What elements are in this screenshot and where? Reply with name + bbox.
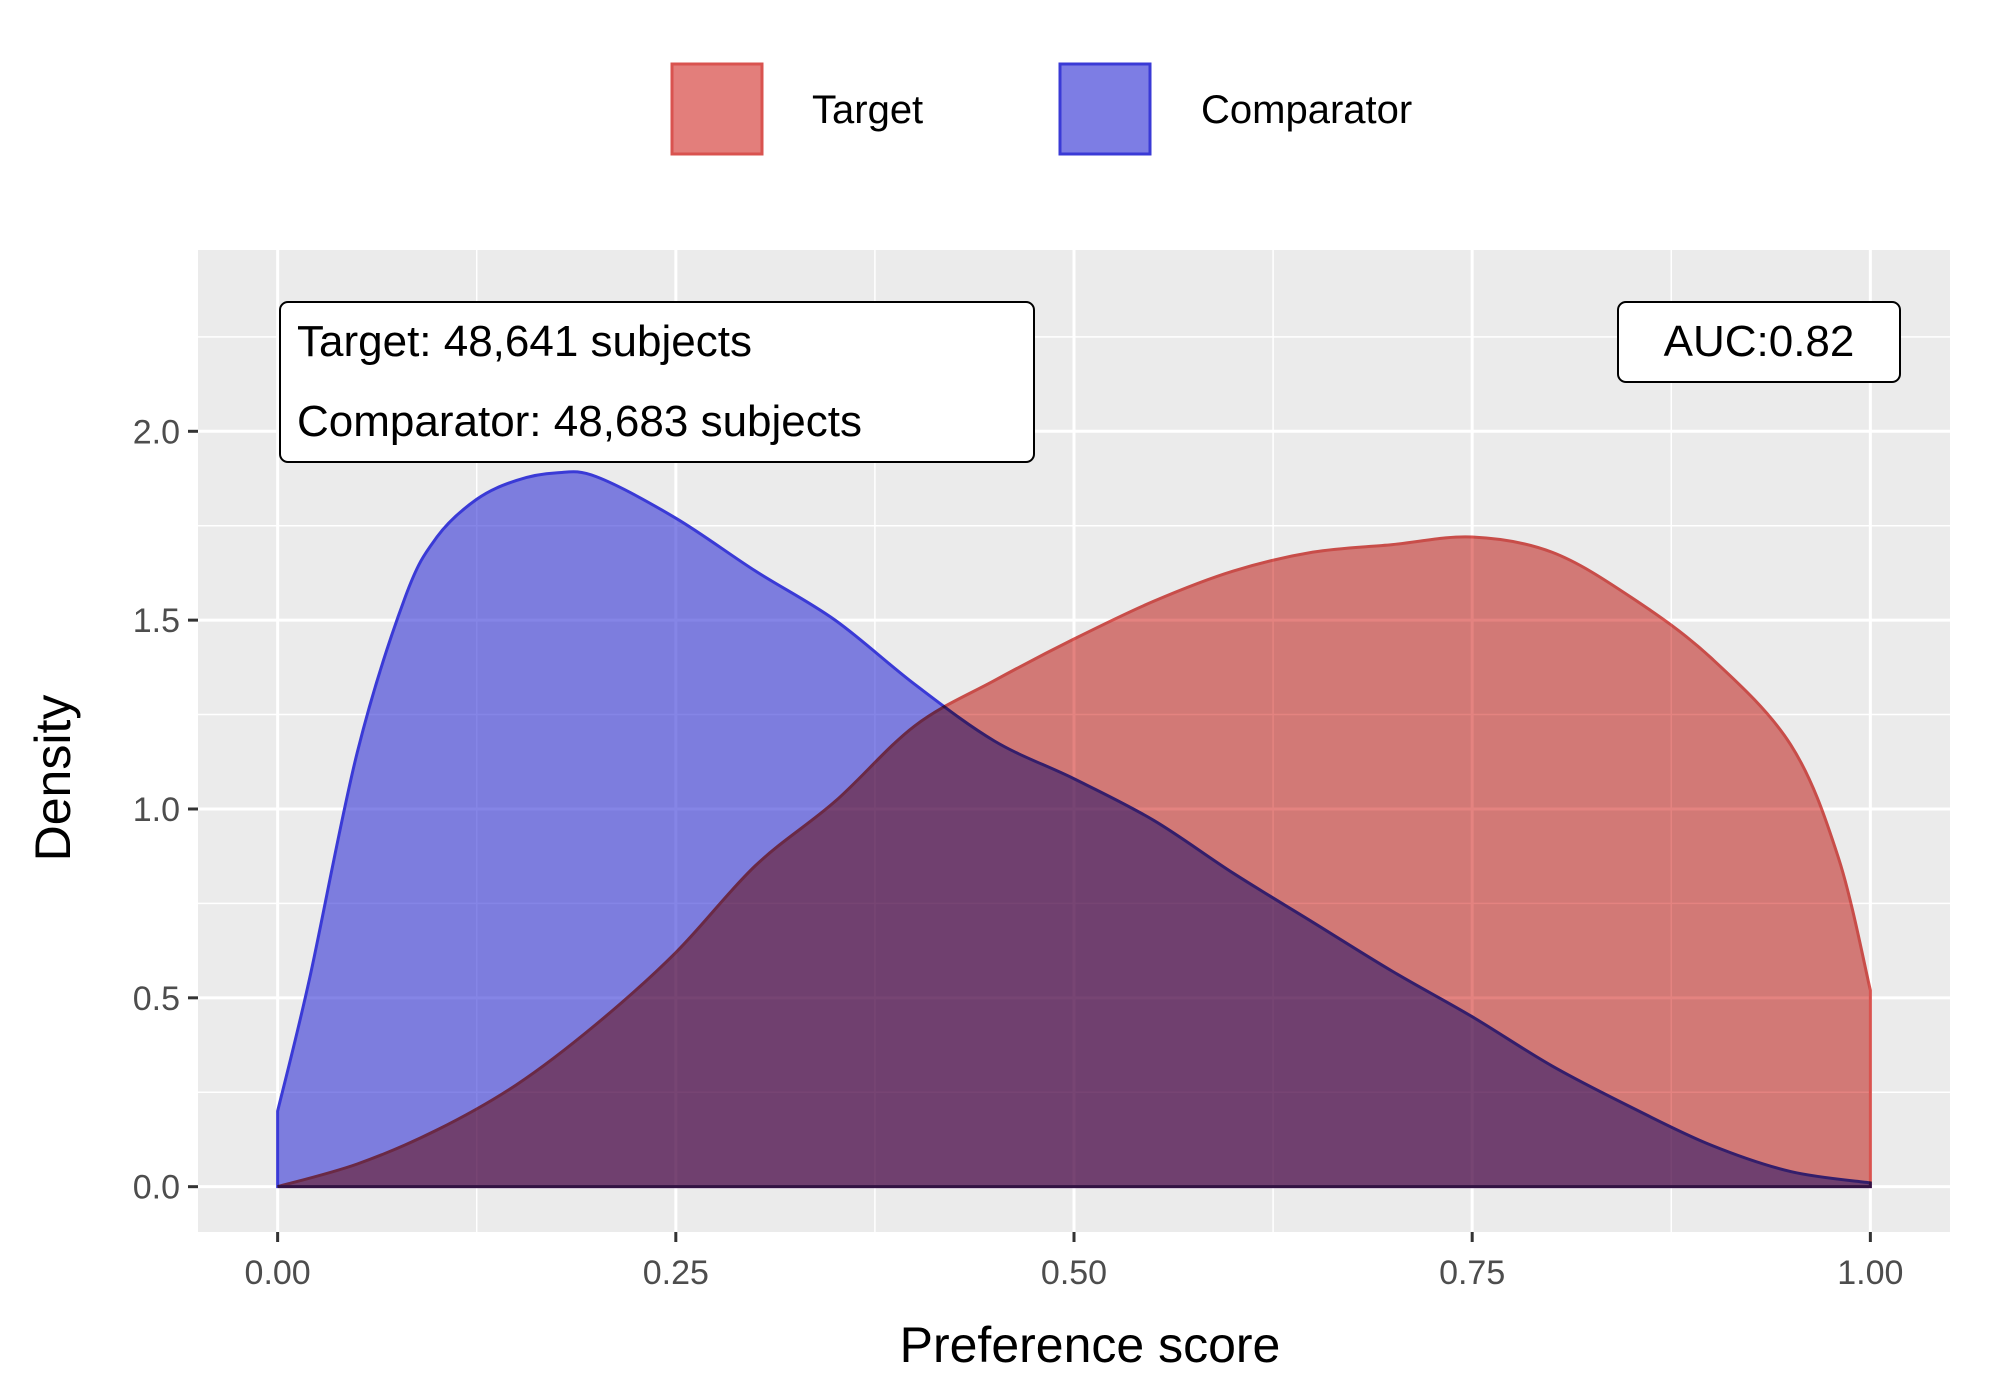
x-tick-label: 0.00 xyxy=(245,1254,311,1292)
target-count-text: Target: 48,641 subjects xyxy=(297,317,752,366)
density-area-target xyxy=(277,535,1872,1189)
y-tick-label: 1.0 xyxy=(133,791,180,829)
x-tick-label: 0.50 xyxy=(1041,1254,1107,1292)
subject-counts-annotation: Target: 48,641 subjects Comparator: 48,6… xyxy=(279,301,1035,463)
auc-text: AUC:0.82 xyxy=(1664,317,1855,366)
auc-box xyxy=(1617,301,1901,383)
auc-annotation: AUC:0.82 xyxy=(1617,301,1901,383)
y-tick-label: 0.0 xyxy=(133,1169,180,1207)
x-tick-label: 1.00 xyxy=(1837,1254,1903,1292)
comparator-count-text: Comparator: 48,683 subjects xyxy=(297,397,862,446)
y-axis-ticks: 0.0 0.5 1.0 1.5 2.0 xyxy=(133,413,198,1207)
y-tick-label: 2.0 xyxy=(133,413,180,451)
x-axis-title: Preference score xyxy=(900,1317,1281,1373)
subject-counts-box xyxy=(279,301,1035,463)
y-axis-title: Density xyxy=(25,695,81,862)
legend-label-target: Target xyxy=(812,88,923,132)
legend-label-comparator: Comparator xyxy=(1201,88,1412,132)
y-tick-label: 1.5 xyxy=(133,602,180,640)
legend-key-comparator xyxy=(1058,62,1152,156)
x-tick-label: 0.75 xyxy=(1439,1254,1505,1292)
x-axis-ticks: 0.00 0.25 0.50 0.75 1.00 xyxy=(245,1232,1903,1292)
legend-key-target xyxy=(670,62,764,156)
x-tick-label: 0.25 xyxy=(643,1254,709,1292)
legend: Target Comparator xyxy=(670,62,1412,156)
y-tick-label: 0.5 xyxy=(133,980,180,1018)
